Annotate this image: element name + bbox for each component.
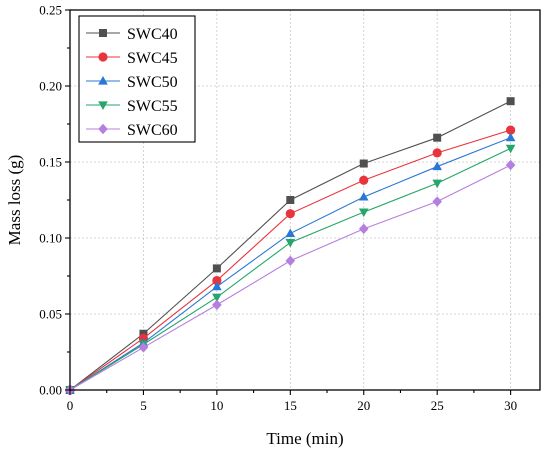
legend-entry: SWC50 (86, 74, 178, 91)
data-point (285, 238, 296, 248)
x-tick-label: 15 (284, 398, 297, 413)
legend-label: SWC40 (127, 26, 178, 43)
data-point (212, 293, 222, 303)
legend-entry: SWC40 (86, 26, 178, 43)
legend-marker (98, 101, 108, 110)
data-point (359, 175, 369, 185)
series-swc60 (65, 159, 516, 396)
x-axis-title: Time (min) (266, 429, 343, 448)
legend-box (78, 15, 196, 143)
data-point (358, 223, 369, 235)
data-point (505, 132, 516, 142)
data-point (432, 161, 442, 171)
legend-label: SWC50 (127, 74, 178, 91)
data-point (358, 191, 369, 201)
data-point (506, 97, 515, 106)
data-point (358, 208, 369, 218)
data-point (505, 159, 516, 171)
data-point (433, 133, 442, 142)
data-point (359, 159, 368, 168)
legend-marker (98, 76, 108, 85)
legend: SWC40 SWC45 SWC50 SWC55 SWC60 (78, 15, 196, 143)
data-point (432, 196, 442, 207)
data-point (432, 148, 442, 158)
legend-label: SWC55 (127, 98, 178, 115)
legend-marker (98, 52, 108, 62)
legend-label: SWC60 (127, 122, 178, 139)
data-point (212, 275, 222, 286)
data-point (212, 299, 222, 311)
axis-ticks: 0 5 10 15 20 25 30 0.00 0.05 0.10 0.15 0.20 0.25 (39, 3, 517, 414)
x-tick-label: 20 (357, 398, 370, 413)
data-point (285, 228, 296, 238)
data-point (285, 255, 296, 266)
x-tick-label: 10 (210, 398, 223, 413)
legend-entry: SWC45 (86, 50, 178, 67)
data-point (286, 196, 295, 204)
y-tick-label: 0.10 (39, 231, 62, 246)
legend-entry: SWC55 (86, 98, 178, 115)
legend-label: SWC45 (127, 50, 178, 67)
x-tick-label: 25 (431, 398, 444, 413)
y-tick-label: 0.15 (39, 155, 62, 170)
y-tick-label: 0.25 (39, 3, 62, 18)
x-tick-label: 0 (67, 398, 74, 413)
x-tick-label: 5 (140, 398, 147, 413)
legend-marker (99, 29, 107, 37)
data-point (212, 281, 222, 291)
x-tick-label: 30 (504, 398, 517, 413)
data-point (138, 342, 149, 353)
y-tick-label: 0.05 (39, 307, 62, 322)
series-line (69, 147, 511, 391)
data-point (212, 264, 221, 273)
data-point (285, 209, 295, 219)
data-point (432, 179, 442, 189)
y-axis-title: Mass loss (g) (5, 155, 24, 246)
legend-entry: SWC60 (86, 122, 178, 139)
y-tick-label: 0.20 (39, 79, 62, 94)
data-point (505, 144, 516, 154)
data-point (506, 125, 516, 135)
y-tick-label: 0.00 (39, 383, 62, 398)
legend-marker (98, 123, 108, 135)
